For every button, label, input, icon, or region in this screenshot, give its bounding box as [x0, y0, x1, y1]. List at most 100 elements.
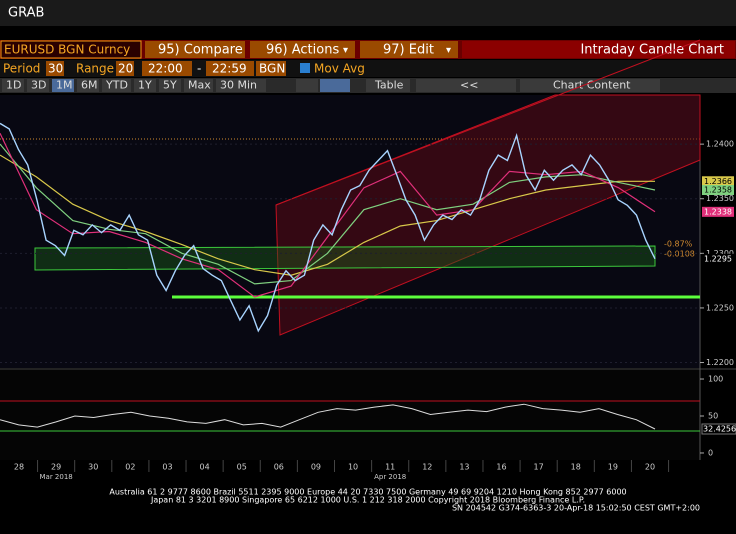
y-tick-label: 0	[708, 448, 713, 457]
range-button-label: 5Y	[163, 79, 177, 92]
range-button[interactable]	[216, 79, 266, 92]
range-field[interactable]	[116, 61, 134, 76]
x-tick-label: 28	[14, 463, 24, 472]
actions-button[interactable]	[250, 41, 355, 58]
y-tick-label: 50	[708, 411, 718, 420]
range-button[interactable]	[134, 79, 156, 92]
price-tag-label: 1.2295	[704, 254, 732, 263]
chart-title-box	[462, 41, 735, 58]
period-label: Period	[3, 62, 40, 76]
change-pct: -0.87%	[664, 240, 693, 249]
price-tag	[702, 253, 734, 264]
range-button-label: 1M	[56, 79, 73, 92]
range-value: 20	[118, 62, 133, 76]
month-label: Mar 2018	[39, 473, 72, 481]
price-tag-label: 1.2358	[704, 186, 732, 195]
y-tick-label: 1.2250	[706, 303, 734, 312]
line-icon[interactable]	[296, 79, 318, 92]
moving-average	[0, 154, 655, 276]
x-tick-label: 10	[348, 463, 358, 472]
dropdown-arrow: ▾	[446, 45, 451, 56]
support-zone	[34, 245, 656, 271]
footer-line: Australia 61 2 9777 8600 Brazil 5511 239…	[109, 488, 626, 497]
title-bar	[0, 0, 736, 26]
month-label: Apr 2018	[374, 473, 406, 481]
price-tag	[702, 206, 734, 217]
footer-line: SN 204542 G374-6363-3 20-Apr-18 15:02:50…	[452, 504, 700, 513]
plot-layer: 1.24001.23501.23001.22501.22001.23661.23…	[0, 122, 736, 481]
x-tick-label: 12	[422, 463, 432, 472]
source-field[interactable]	[256, 61, 286, 76]
zoom-icon[interactable]	[320, 79, 350, 92]
range-button[interactable]	[27, 79, 49, 92]
y-tick-label: 1.2350	[706, 194, 734, 203]
range-button-label: Max	[188, 79, 211, 92]
compare-button[interactable]	[145, 41, 245, 58]
chart-content-button[interactable]	[520, 79, 660, 92]
x-tick-label: 18	[571, 463, 581, 472]
range-button-label: 1D	[6, 79, 21, 92]
x-tick-label: 02	[125, 463, 135, 472]
range-label: Range	[76, 62, 114, 76]
x-tick-label: 20	[645, 463, 655, 472]
footer-line: Japan 81 3 3201 8900 Singapore 65 6212 1…	[150, 496, 585, 505]
rsi-tag	[701, 423, 736, 435]
edit-label: 97) Edit	[383, 43, 434, 58]
end-field[interactable]	[206, 61, 254, 76]
start-field[interactable]	[142, 61, 192, 76]
range-button-label: 30 Min	[220, 79, 257, 92]
range-button[interactable]	[52, 79, 74, 92]
mov-avg-checkbox[interactable]	[300, 63, 310, 73]
range-button[interactable]	[184, 79, 213, 92]
price-line	[0, 122, 656, 333]
trend-channel	[275, 94, 701, 336]
source: BGN	[259, 62, 285, 76]
channel-top	[275, 39, 701, 206]
x-tick-label: 09	[311, 463, 321, 472]
period-field[interactable]	[46, 61, 64, 76]
range-button-label: 3D	[31, 79, 46, 92]
range-button[interactable]	[102, 79, 131, 92]
range-button-label: 1Y	[138, 79, 152, 92]
x-tick-label: 13	[459, 463, 469, 472]
y-tick-label: 1.2300	[706, 249, 734, 258]
price-tag	[702, 176, 734, 187]
x-tick-label: 06	[274, 463, 284, 472]
rsi-panel	[0, 370, 700, 460]
change-abs: -0.0108	[664, 250, 695, 259]
edit-button[interactable]	[360, 41, 458, 58]
price-tag-label: 1.2338	[704, 207, 732, 216]
range-button[interactable]	[159, 79, 181, 92]
range-button-label: 6M	[81, 79, 98, 92]
x-tick-label: 03	[162, 463, 172, 472]
x-tick-label: 04	[199, 463, 209, 472]
range-button-label: YTD	[105, 79, 128, 92]
nav-label: <<	[460, 79, 478, 92]
price-tag	[702, 185, 734, 196]
mov-avg-label: Mov Avg	[314, 62, 365, 76]
y-tick-label: 1.2200	[706, 358, 734, 367]
price-tag-label: 1.2366	[704, 177, 732, 186]
period-value: 30	[48, 62, 63, 76]
compare-label: 95) Compare	[158, 43, 243, 58]
x-tick-label: 05	[237, 463, 247, 472]
y-tick-label: 100	[708, 375, 723, 384]
window-title: GRAB	[8, 6, 44, 21]
dash: -	[197, 62, 201, 76]
table-button[interactable]	[366, 79, 410, 92]
security-box[interactable]	[0, 40, 142, 59]
x-tick-label: 30	[88, 463, 98, 472]
chart-title: Intraday Candle Chart	[580, 43, 724, 58]
nav-button[interactable]	[416, 79, 516, 92]
rsi-line	[0, 403, 656, 430]
x-tick-label: 19	[608, 463, 618, 472]
x-tick-label: 17	[534, 463, 544, 472]
security: EURUSD BGN Curncy	[4, 43, 130, 57]
range-button[interactable]	[77, 79, 99, 92]
moving-average	[0, 132, 656, 298]
start-time: 22:00	[148, 62, 183, 76]
range-button[interactable]	[2, 79, 24, 92]
moving-average	[0, 143, 656, 285]
chart-content-label: Chart Content	[553, 79, 631, 92]
